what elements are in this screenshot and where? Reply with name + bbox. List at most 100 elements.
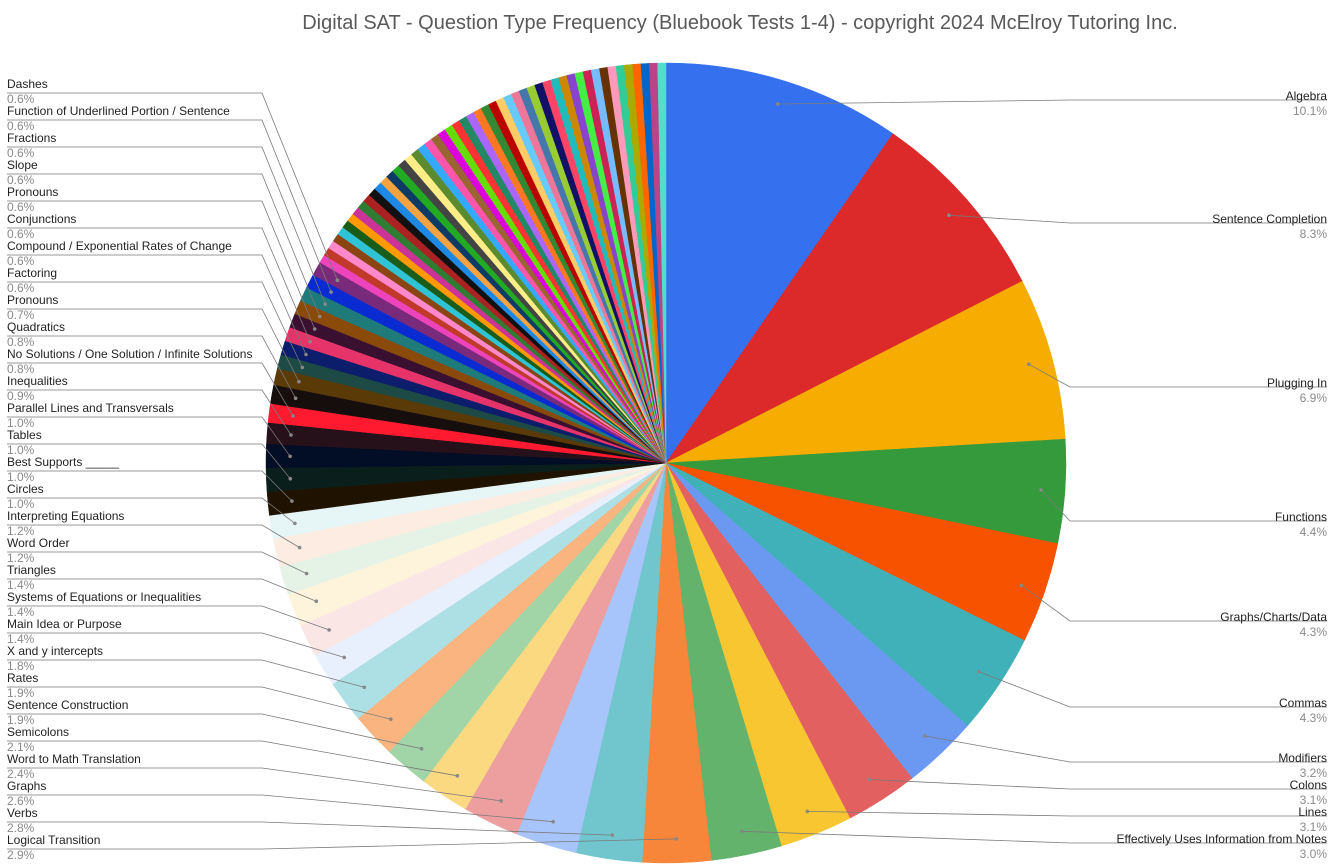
leader-line (741, 830, 1327, 844)
slice-percent: 0.8% (7, 362, 35, 376)
slice-label: Tables (7, 428, 42, 442)
leader-dot (288, 454, 292, 459)
slice-label: Pronouns (7, 293, 58, 307)
slice-percent: 3.1% (1300, 793, 1328, 807)
leader-line (7, 146, 326, 305)
pie-slice (665, 280, 1066, 464)
leader-dot (1027, 362, 1031, 367)
leader-line (7, 767, 502, 802)
slice-label: Compound / Exponential Rates of Change (7, 239, 232, 253)
slice-label: Word Order (7, 536, 69, 550)
leader-line (978, 671, 1327, 708)
slice-label: Modifiers (1278, 751, 1327, 765)
leader-line (7, 308, 300, 382)
leader-dot (291, 414, 295, 418)
leader-dot (327, 628, 331, 632)
slice-label: Commas (1279, 696, 1327, 710)
leader-line (7, 92, 338, 281)
slice-percent: 1.4% (7, 578, 35, 592)
leader-dot (323, 302, 328, 307)
slice-percent: 0.6% (7, 119, 35, 133)
slice-percent: 3.0% (1300, 847, 1328, 861)
leader-line (924, 735, 1327, 763)
slice-label: Conjunctions (7, 212, 76, 226)
leader-line (7, 173, 321, 317)
slice-label: Best Supports _____ (7, 455, 119, 469)
slice-label: Colons (1290, 778, 1327, 792)
leader-dot (805, 809, 810, 814)
leader-line (7, 713, 422, 750)
leader-dot (304, 571, 309, 576)
leader-line (7, 838, 677, 850)
leader-line (7, 659, 365, 688)
slice-percent: 4.3% (1300, 711, 1328, 725)
slice-label: Circles (7, 482, 44, 496)
leader-dot (977, 669, 981, 674)
slice-percent: 1.4% (7, 605, 35, 619)
leader-line (7, 497, 296, 524)
leader-line (7, 794, 554, 823)
slice-label: Dashes (7, 77, 48, 91)
leader-line (7, 389, 292, 436)
slice-label: Lines (1298, 805, 1327, 819)
leader-dot (293, 396, 298, 401)
leader-lines (7, 92, 1327, 850)
slice-percent: 1.9% (7, 686, 35, 700)
slice-label: Semicolons (7, 725, 69, 739)
slice-percent: 2.1% (7, 740, 35, 754)
leader-line (777, 99, 1327, 105)
slice-percent: 1.9% (7, 713, 35, 727)
leader-line (1021, 585, 1327, 622)
leader-dot (312, 327, 317, 331)
leader-dot (389, 717, 393, 721)
slice-label: Function of Underlined Portion / Sentenc… (7, 104, 230, 118)
leader-dot (775, 102, 780, 106)
slice-percent: 4.4% (1300, 525, 1328, 539)
slice-label: Sentence Completion (1212, 212, 1327, 226)
slice-label: Triangles (7, 563, 56, 577)
slice-label: Logical Transition (7, 833, 100, 847)
slice-percent: 0.6% (7, 281, 35, 295)
pie-slices (265, 62, 1067, 864)
slice-label: Quadratics (7, 320, 65, 334)
leader-dot (499, 799, 503, 803)
leader-line (7, 632, 345, 658)
leader-dot (362, 685, 367, 690)
leader-line (7, 686, 391, 720)
slice-percent: 0.6% (7, 92, 35, 106)
slice-percent: 2.9% (7, 848, 35, 862)
leader-line (7, 578, 317, 602)
slice-percent: 3.1% (1300, 820, 1328, 834)
slice-percent: 4.3% (1300, 625, 1328, 639)
slice-label: Interpreting Equations (7, 509, 124, 523)
slice-percent: 0.8% (7, 335, 35, 349)
leader-dot (551, 819, 555, 824)
slice-percent: 0.6% (7, 146, 35, 160)
slice-percent: 1.0% (7, 443, 35, 457)
leader-line (7, 281, 303, 368)
slice-label: Word to Math Translation (7, 752, 141, 766)
leader-line (868, 779, 1327, 790)
slice-label: Parallel Lines and Transversals (7, 401, 174, 415)
slice-label: Sentence Construction (7, 698, 128, 712)
leader-dot (419, 746, 424, 751)
leader-dot (922, 734, 927, 738)
slice-label: Graphs (7, 779, 46, 793)
leader-line (7, 119, 332, 293)
leader-line (7, 227, 311, 342)
leader-line (7, 254, 307, 355)
slice-label: Effectively Uses Information from Notes (1116, 832, 1327, 846)
leader-dot (304, 352, 308, 357)
leader-dot (1039, 488, 1043, 492)
leader-dot (288, 476, 293, 481)
slice-percent: 1.4% (7, 632, 35, 646)
leader-dot (867, 777, 871, 782)
slice-label: Inequalities (7, 374, 68, 388)
leader-dot (300, 365, 305, 370)
leader-line (7, 821, 613, 836)
pie-slice (665, 133, 1023, 464)
leader-dot (297, 545, 302, 550)
chart-title: Digital SAT - Question Type Frequency (B… (302, 12, 1178, 34)
